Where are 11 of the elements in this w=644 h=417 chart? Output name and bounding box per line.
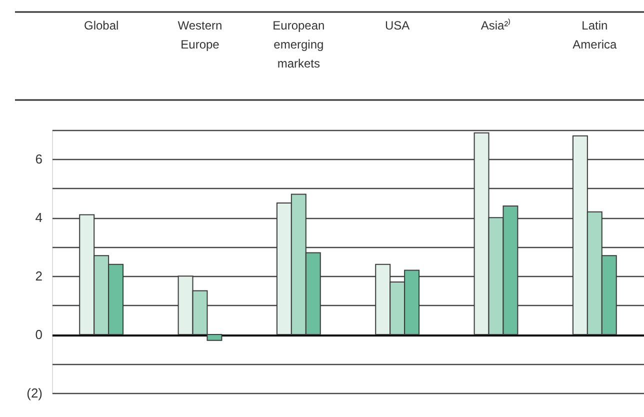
y-tick-label: (2) — [26, 386, 42, 400]
x-tick-label: Global — [84, 18, 119, 32]
x-tick-label: Western Europe — [178, 18, 222, 52]
x-tick-label: USA — [384, 18, 410, 32]
y-tick-label: 2 — [35, 268, 42, 284]
y-tick-label: 4 — [35, 210, 42, 226]
x-tick-label: Asia²⁾ — [480, 18, 512, 32]
y-tick-label: 0 — [35, 327, 42, 342]
x-tick-label: Latin America — [572, 18, 617, 52]
y-tick-label: 6 — [35, 152, 42, 167]
x-tick-label: European emerging markets — [272, 18, 325, 70]
